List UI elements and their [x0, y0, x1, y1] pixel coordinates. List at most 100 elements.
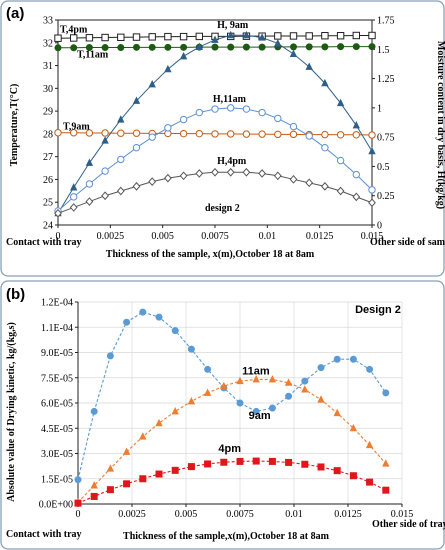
point-t-9am [70, 129, 78, 137]
panel-a-ytick-label: 33 [43, 16, 53, 27]
panel-b-xtick-label: 0.015 [391, 509, 414, 520]
point-h-11am [336, 156, 345, 165]
panel-a-y2tick-label: 0 [377, 221, 382, 232]
series-label-h-9am: H, 9am [217, 20, 249, 31]
point-t-9am [368, 131, 376, 139]
point-11am [333, 408, 341, 417]
point-9am [317, 364, 325, 372]
point-h-9am [352, 121, 360, 129]
point-4pm [317, 463, 325, 471]
panel-b-ytick-label: 3.0E-05 [41, 449, 73, 460]
point-11am [268, 375, 277, 383]
point-4pm [139, 475, 147, 483]
point-4pm [220, 458, 228, 466]
point-4pm [301, 460, 309, 468]
point-t-9am [227, 130, 235, 138]
panel-b-ytick-label: 1.2E-04 [41, 298, 73, 309]
point-h-9am [227, 30, 235, 39]
point-t-11am [148, 43, 156, 51]
point-h-11am [164, 124, 172, 132]
point-h-11am [321, 143, 329, 152]
point-h-9am [274, 39, 282, 47]
series-label-11am: 11am [242, 365, 270, 377]
point-t-4pm [85, 34, 94, 42]
point-t-4pm [101, 33, 109, 42]
point-t-11am [70, 44, 78, 52]
panel-b-label: (b) [6, 286, 25, 303]
point-9am [236, 399, 244, 407]
point-4pm [236, 457, 244, 465]
point-h-4pm [164, 173, 172, 183]
panel-a-y2tick-label: 1 [377, 103, 382, 114]
point-t-11am [289, 43, 297, 51]
point-h-4pm [368, 198, 376, 208]
point-11am [139, 432, 147, 440]
point-4pm [155, 470, 163, 478]
point-h-4pm [195, 169, 204, 178]
panel-a-xtick-label: 0.0125 [306, 231, 334, 242]
point-4pm [106, 486, 114, 494]
panel-b-xtick-label: 0 [76, 509, 81, 520]
point-11am [317, 395, 325, 403]
point-11am [236, 376, 244, 385]
point-t-11am [368, 43, 376, 51]
point-h-11am [117, 155, 125, 164]
point-h-4pm [211, 167, 219, 177]
point-h-11am [70, 193, 78, 201]
point-11am [220, 381, 228, 390]
point-h-9am [85, 158, 94, 166]
point-t-9am [54, 129, 62, 137]
point-t-4pm [179, 32, 188, 41]
point-9am [285, 392, 293, 400]
point-t-4pm [132, 33, 141, 41]
series-label-h-4pm: H,4pm [217, 156, 247, 167]
panel-a-y2tick-label: 0.75 [377, 133, 395, 144]
panel-a-ytick-label: 28 [43, 129, 53, 140]
panel-a-label: (a) [6, 5, 24, 22]
panel-b-xlabel: Thickness of the sample,x(m),October 18 … [123, 531, 330, 542]
point-t-4pm [274, 32, 282, 40]
point-11am [187, 396, 196, 405]
point-h-4pm [101, 191, 109, 201]
panel-b-xtick-label: 0.005 [175, 509, 198, 520]
point-t-4pm [305, 32, 313, 40]
point-h-4pm [132, 181, 141, 191]
point-t-11am [180, 43, 188, 51]
point-4pm [204, 460, 212, 468]
point-4pm [90, 492, 98, 500]
point-h-9am [195, 42, 203, 50]
panel-b-ylabel: Absolute value of Drying kinetic, kg/(kg… [6, 322, 17, 502]
point-h-4pm [321, 181, 329, 191]
panel-a-ytick-label: 32 [43, 38, 53, 49]
panel-a-ytick-label: 30 [43, 84, 53, 95]
point-t-9am [321, 130, 329, 139]
point-t-11am [101, 44, 109, 52]
point-11am [252, 375, 260, 383]
point-9am [382, 389, 390, 397]
point-h-4pm [116, 186, 125, 196]
point-h-4pm [289, 174, 298, 184]
point-h-9am [368, 146, 376, 155]
panel-a-xtick-label: 0.015 [361, 231, 384, 242]
point-t-4pm [54, 34, 62, 42]
point-t-11am [85, 44, 93, 52]
point-t-4pm [70, 34, 78, 42]
point-9am [333, 355, 341, 363]
panel-a-ytick-label: 29 [43, 107, 53, 118]
point-h-11am [227, 104, 235, 112]
point-t-9am [101, 129, 109, 137]
point-9am [204, 365, 212, 373]
point-h-11am [289, 122, 298, 131]
point-t-11am [211, 43, 219, 51]
point-11am [365, 440, 374, 449]
panel-b-xtick-label: 0.0125 [334, 509, 362, 520]
point-11am [90, 481, 98, 489]
point-t-11am [242, 43, 250, 51]
point-h-9am [70, 183, 78, 191]
point-9am [366, 365, 374, 373]
point-t-11am [258, 43, 266, 51]
series-label-h-11am: H,11am [213, 94, 247, 105]
point-9am [155, 313, 163, 321]
panel-b-frame [0, 280, 445, 550]
